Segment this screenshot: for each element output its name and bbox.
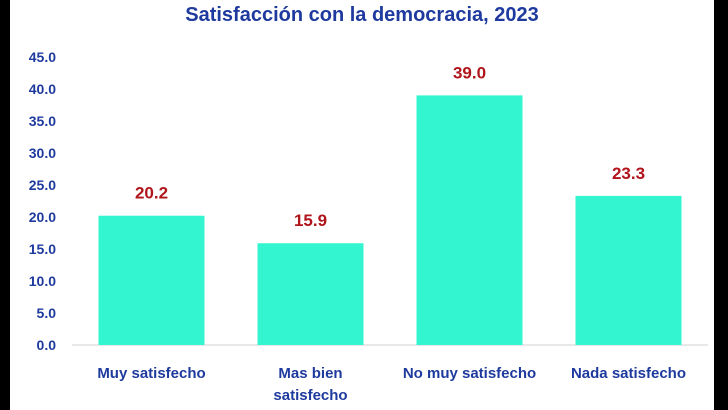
bar [257,243,364,345]
x-tick-label: Mas bien [278,365,342,382]
chart-title: Satisfacción con la democracia, 2023 [185,4,539,26]
x-tick-label: Muy satisfecho [97,365,205,382]
y-tick-label: 0.0 [37,337,57,353]
y-tick-label: 40.0 [29,81,56,97]
y-tick-label: 20.0 [29,209,56,225]
bar-chart: 0.0 5.0 10.0 15.0 20.0 25.0 30.0 35.0 40.0 45.0 20… [29,49,708,404]
x-tick-label: satisfecho [273,387,347,404]
bar [98,215,205,345]
data-label: 20.2 [135,184,168,203]
data-label: 15.9 [294,211,327,230]
x-tick-label: Nada satisfecho [571,365,686,382]
y-tick-label: 5.0 [37,305,57,321]
y-tick-label: 10.0 [29,273,56,289]
y-tick-label: 45.0 [29,49,56,65]
data-label: 23.3 [612,164,645,183]
bar [416,95,523,346]
y-tick-label: 35.0 [29,113,56,129]
y-tick-label: 15.0 [29,241,56,257]
data-label: 39.0 [453,63,486,82]
bar [575,195,682,345]
y-tick-label: 30.0 [29,145,56,161]
x-tick-label: No muy satisfecho [403,365,536,382]
y-tick-label: 25.0 [29,177,56,193]
chart-panel: Satisfacción con la democracia, 2023 0.0… [10,0,714,410]
